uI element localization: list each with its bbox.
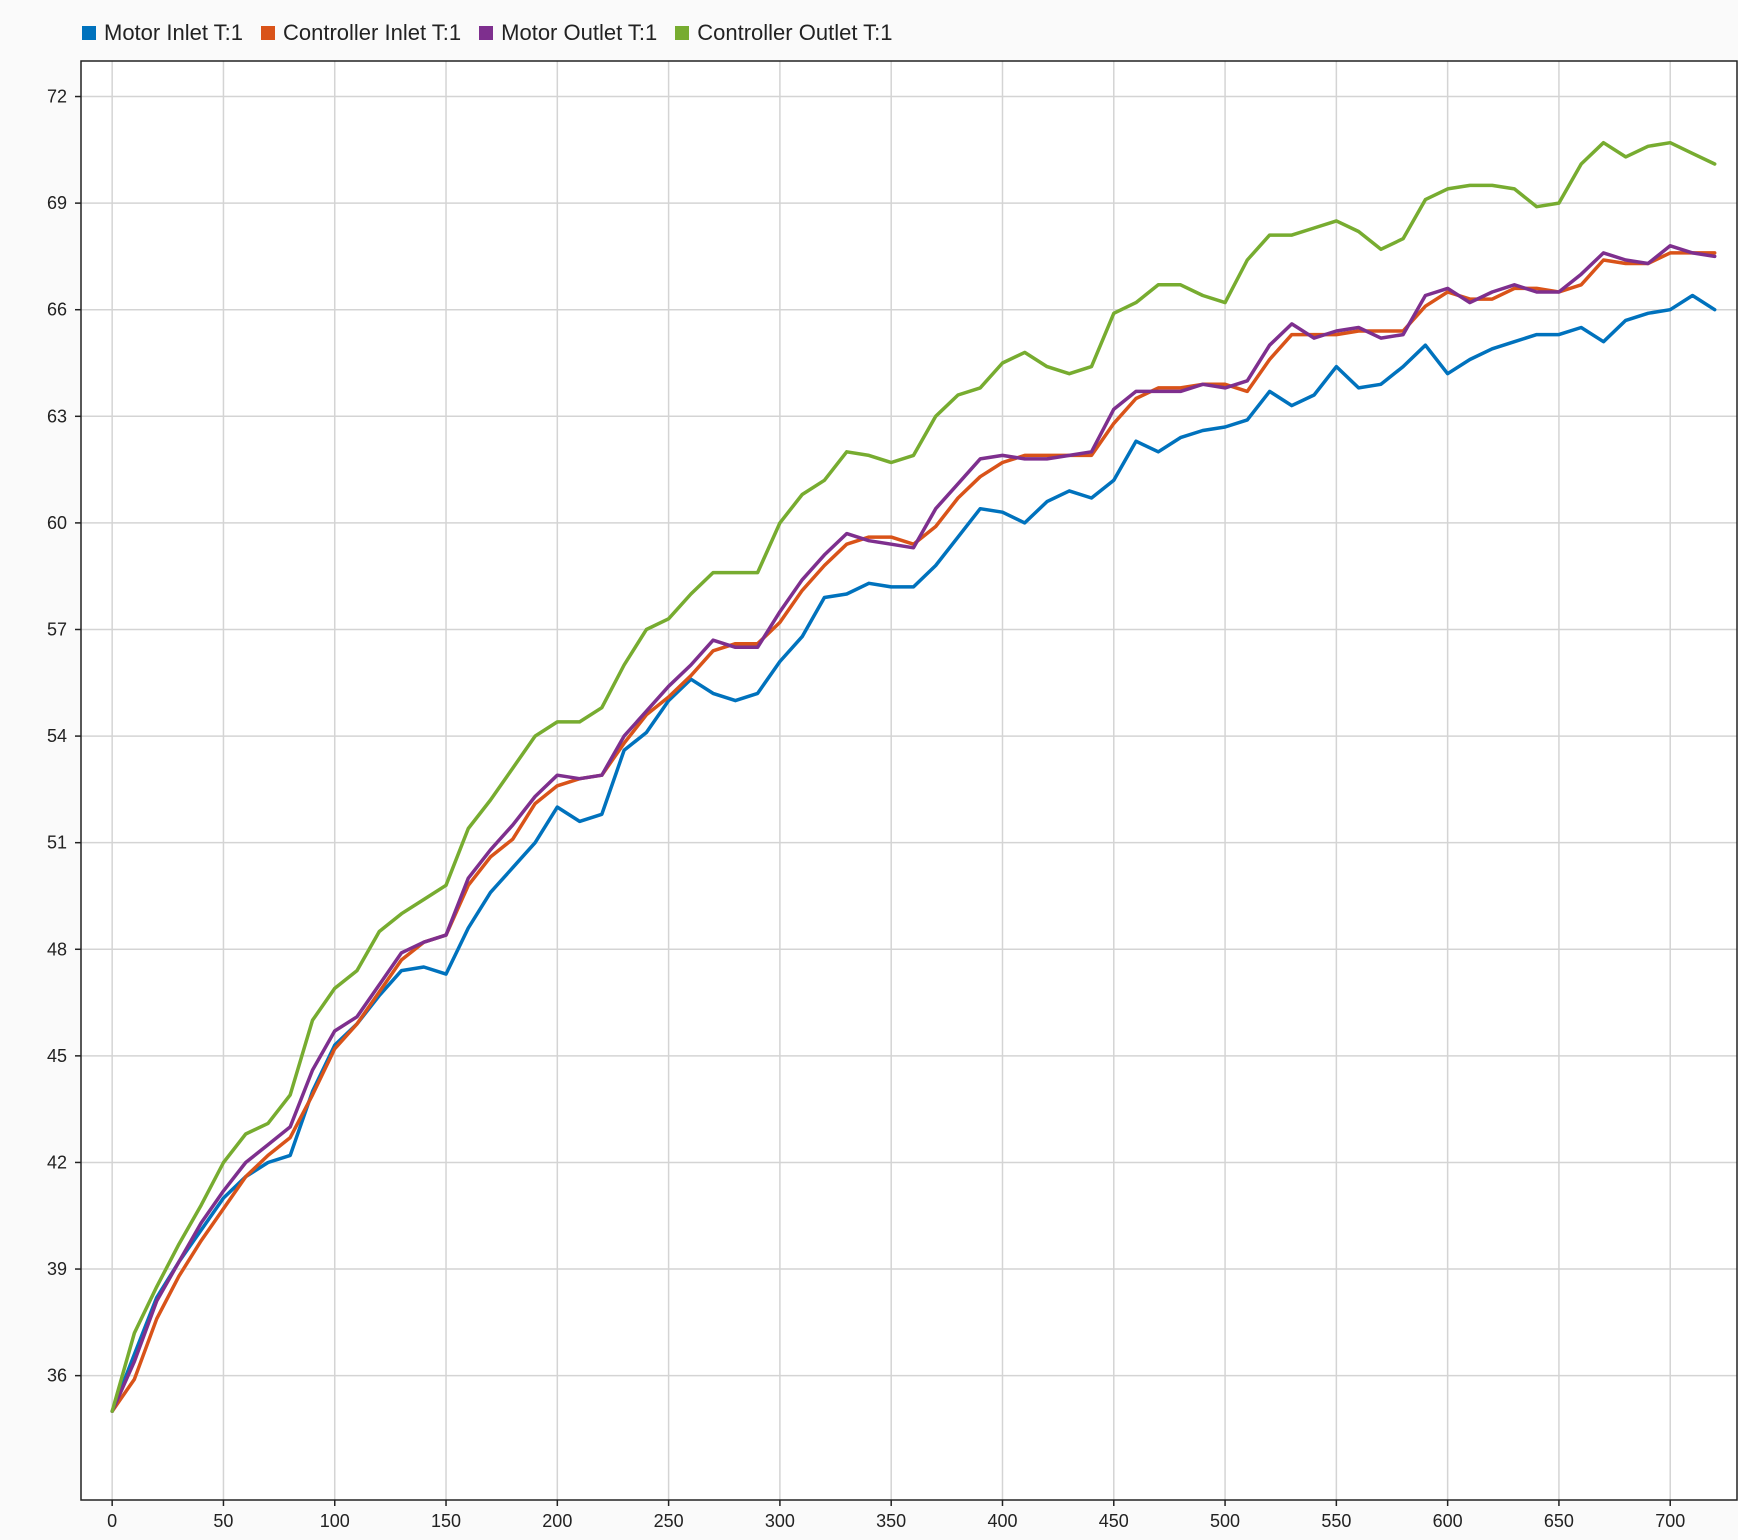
x-tick-label: 0 [107,1511,117,1531]
x-tick-label: 300 [765,1511,795,1531]
legend-swatch-1 [82,26,96,40]
y-tick-label: 48 [47,939,67,959]
y-tick-label: 54 [47,726,67,746]
x-tick-label: 250 [654,1511,684,1531]
legend: Motor Inlet T:1 Controller Inlet T:1 Motor… [82,20,893,46]
x-tick-label: 200 [542,1511,572,1531]
y-tick-label: 60 [47,513,67,533]
series-line-2 [110,251,1717,1413]
plot-background [81,61,1737,1500]
x-tick-label: 150 [431,1511,461,1531]
legend-swatch-3 [479,26,494,40]
y-tick-label: 66 [47,300,67,320]
x-tick-label: 500 [1210,1511,1240,1531]
x-tick-label: 550 [1321,1511,1351,1531]
x-tick-label: 450 [1099,1511,1129,1531]
y-tick-label: 45 [47,1046,67,1066]
y-tick-label: 63 [47,406,67,426]
y-tick-label: 36 [47,1366,67,1386]
legend-swatch-2 [261,26,275,40]
y-tick-label: 69 [47,193,67,213]
legend-swatch-4 [675,26,690,40]
x-tick-label: 700 [1655,1511,1685,1531]
y-tick-label: 51 [47,833,67,853]
legend-label-4: Controller Outlet T:1 [697,20,893,45]
legend-item-1[interactable]: Motor Inlet T:1 [82,20,243,46]
legend-label-3: Motor Outlet T:1 [501,20,658,45]
legend-item-3[interactable]: Motor Outlet T:1 [479,20,657,46]
y-tick-label: 57 [47,619,67,639]
x-tick-label: 100 [320,1511,350,1531]
legend-item-2[interactable]: Controller Inlet T:1 [261,20,461,46]
y-tick-label: 42 [47,1152,67,1172]
x-tick-label: 400 [987,1511,1017,1531]
x-tick-label: 650 [1544,1511,1574,1531]
legend-item-4[interactable]: Controller Outlet T:1 [675,20,893,46]
legend-label-1: Motor Inlet T:1 [104,20,243,45]
y-tick-label: 72 [47,87,67,107]
x-tick-label: 50 [213,1511,233,1531]
legend-label-2: Controller Inlet T:1 [283,20,462,45]
x-tick-label: 600 [1433,1511,1463,1531]
series-line-3 [110,244,1717,1413]
series-line-4 [110,140,1717,1413]
series-line-1 [110,293,1717,1413]
x-tick-label: 350 [876,1511,906,1531]
plot-frame [80,60,1738,1501]
y-tick-label: 39 [47,1259,67,1279]
